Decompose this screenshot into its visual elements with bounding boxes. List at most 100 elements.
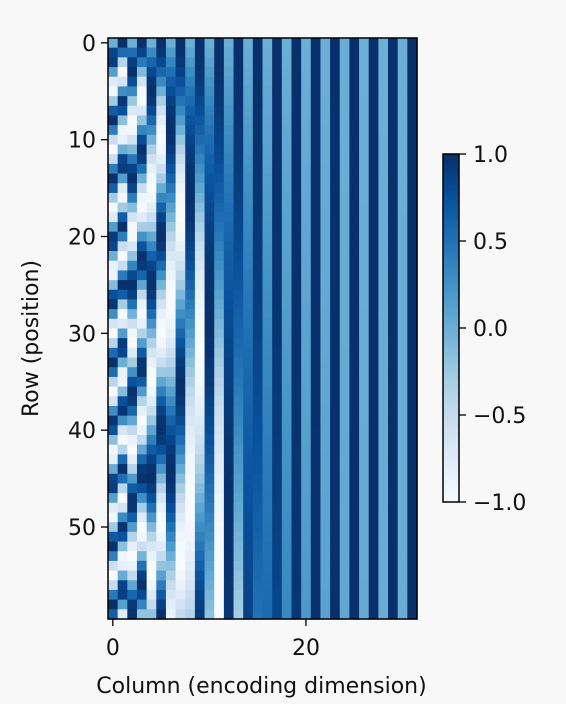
heatmap-cell xyxy=(146,192,157,204)
heatmap-cell xyxy=(165,299,177,310)
heatmap-cell xyxy=(397,125,408,136)
heatmap-cell xyxy=(136,386,148,397)
heatmap-cell xyxy=(233,483,244,494)
heatmap-cell xyxy=(349,192,360,204)
heatmap-cell xyxy=(320,280,331,291)
heatmap-cell xyxy=(359,260,370,271)
heatmap-cell xyxy=(194,309,206,320)
heatmap-cell xyxy=(272,386,283,397)
heatmap-cell xyxy=(194,464,206,475)
heatmap-cell xyxy=(291,357,302,368)
heatmap-cell xyxy=(185,251,196,262)
heatmap-cell xyxy=(204,415,215,426)
heatmap-cell xyxy=(223,231,235,242)
heatmap-cell xyxy=(175,96,186,107)
heatmap-cell xyxy=(165,105,177,117)
heatmap-cell xyxy=(243,299,254,310)
heatmap-cell xyxy=(368,609,379,620)
heatmap-cell xyxy=(156,270,167,281)
heatmap-cell xyxy=(204,531,215,543)
heatmap-cell xyxy=(359,241,370,252)
heatmap-cell xyxy=(388,609,399,620)
heatmap-cell xyxy=(223,609,235,620)
heatmap-cell xyxy=(243,367,254,378)
heatmap-cell xyxy=(388,376,399,388)
heatmap-cell xyxy=(272,570,283,581)
heatmap-cell xyxy=(127,560,138,572)
heatmap-cell xyxy=(204,338,215,349)
heatmap-cell xyxy=(194,609,206,620)
heatmap-cell xyxy=(272,125,283,136)
heatmap-cell xyxy=(156,367,167,378)
heatmap-cell xyxy=(243,57,254,68)
heatmap-cell xyxy=(407,502,418,514)
heatmap-cell xyxy=(146,328,157,339)
heatmap-cell xyxy=(349,67,360,78)
heatmap-cell xyxy=(156,251,167,262)
heatmap-cell xyxy=(310,493,322,504)
heatmap-cell xyxy=(156,444,167,455)
heatmap-cell xyxy=(349,357,360,368)
heatmap-cell xyxy=(291,96,302,107)
heatmap-cell xyxy=(194,260,206,271)
heatmap-cell xyxy=(204,309,215,320)
heatmap-cell xyxy=(388,251,399,262)
heatmap-cell xyxy=(330,541,341,552)
heatmap-cell xyxy=(407,47,418,58)
heatmap-cell xyxy=(214,318,225,330)
heatmap-cell xyxy=(117,589,128,601)
heatmap-cell xyxy=(146,599,157,610)
heatmap-cell xyxy=(165,251,177,262)
heatmap-cell xyxy=(243,125,254,136)
heatmap-cell xyxy=(330,192,341,204)
heatmap-cell xyxy=(388,425,399,436)
heatmap-cell xyxy=(223,134,235,146)
heatmap-cell xyxy=(108,357,119,368)
heatmap-cell xyxy=(339,144,351,155)
heatmap-cell xyxy=(281,580,293,591)
heatmap-cell xyxy=(252,589,264,601)
heatmap-cell xyxy=(204,221,215,233)
heatmap-cell xyxy=(320,221,331,233)
heatmap-cell xyxy=(291,134,302,146)
heatmap-cell xyxy=(136,589,148,601)
heatmap-cell xyxy=(378,221,389,233)
heatmap-cell xyxy=(194,522,206,533)
heatmap-cell xyxy=(330,202,341,213)
heatmap-cell xyxy=(407,609,418,620)
heatmap-cell xyxy=(108,47,119,58)
heatmap-cell xyxy=(108,163,119,175)
heatmap-cell xyxy=(378,183,389,194)
heatmap-cell xyxy=(320,473,331,485)
heatmap-cell xyxy=(156,86,167,97)
y-tick-label: 30 xyxy=(68,322,96,347)
heatmap-cell xyxy=(233,67,244,78)
heatmap-cell xyxy=(388,444,399,455)
heatmap-cell xyxy=(320,76,331,88)
heatmap-cell xyxy=(310,96,322,107)
heatmap-cell xyxy=(194,144,206,155)
heatmap-cell xyxy=(330,551,341,562)
heatmap-cell xyxy=(291,125,302,136)
heatmap-cell xyxy=(397,163,408,175)
heatmap-cell xyxy=(272,483,283,494)
heatmap-cell xyxy=(146,560,157,572)
heatmap-cell xyxy=(194,183,206,194)
heatmap-cell xyxy=(136,531,148,543)
heatmap-cell xyxy=(301,183,312,194)
heatmap-cell xyxy=(339,231,351,242)
heatmap-cell xyxy=(291,454,302,465)
heatmap-cell xyxy=(310,483,322,494)
heatmap-cell xyxy=(175,425,186,436)
heatmap-cell xyxy=(136,473,148,485)
heatmap-cells xyxy=(108,38,418,620)
x-axis-label: Column (encoding dimension) xyxy=(96,674,426,699)
heatmap-cell xyxy=(185,580,196,591)
heatmap-cell xyxy=(185,115,196,126)
heatmap-cell xyxy=(330,473,341,485)
heatmap-cell xyxy=(281,67,293,78)
heatmap-cell xyxy=(146,115,157,126)
heatmap-cell xyxy=(194,551,206,562)
heatmap-cell xyxy=(281,173,293,184)
